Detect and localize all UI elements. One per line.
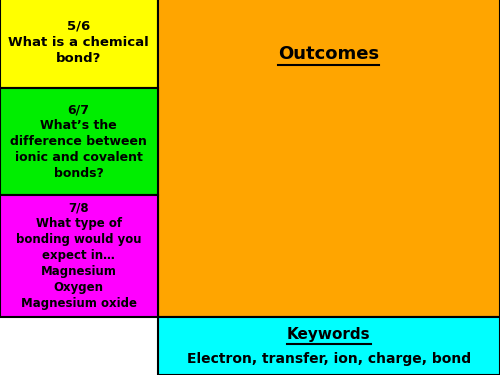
Text: Keywords: Keywords [287,327,370,342]
Text: 7/8
What type of
bonding would you
expect in…
Magnesium
Oxygen
Magnesium oxide: 7/8 What type of bonding would you expec… [16,201,142,310]
Bar [158,0,500,317]
Text: Outcomes: Outcomes [278,45,380,63]
Text: 6/7
What’s the
difference between
ionic and covalent
bonds?: 6/7 What’s the difference between ionic … [10,103,147,180]
Text: 5/6
What is a chemical
bond?: 5/6 What is a chemical bond? [8,20,149,64]
Bar [0,195,158,317]
Bar [0,0,158,88]
Text: Electron, transfer, ion, charge, bond: Electron, transfer, ion, charge, bond [186,352,471,366]
Bar [0,88,158,195]
Bar [158,317,500,375]
